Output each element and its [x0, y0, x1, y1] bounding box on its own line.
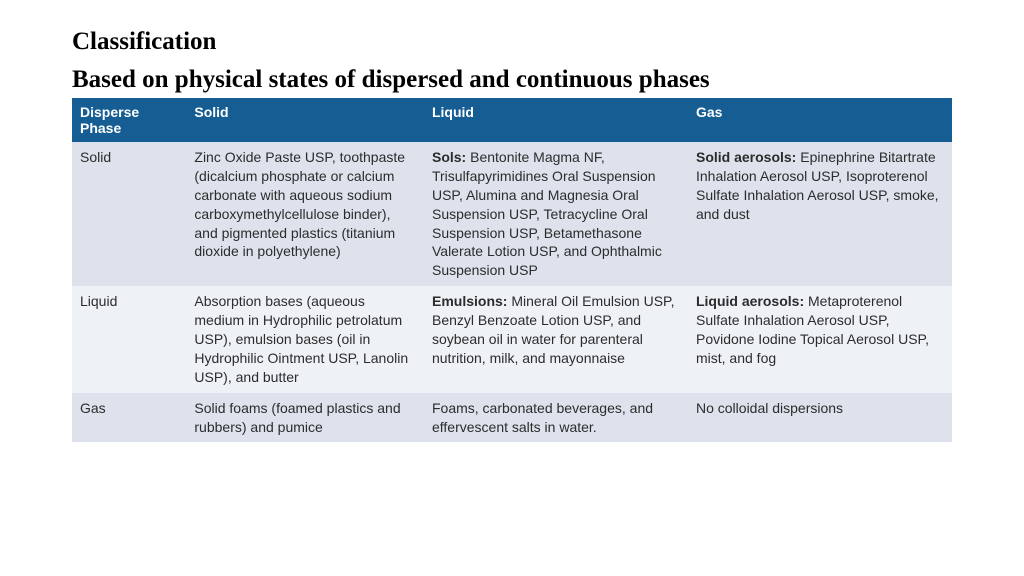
cell-text: Zinc Oxide Paste USP, toothpaste (dicalc…	[194, 149, 405, 259]
classification-table: Disperse Phase Solid Liquid Gas Solid Zi…	[72, 98, 952, 442]
cell: Foams, carbonated beverages, and efferve…	[424, 393, 688, 443]
row-label: Solid	[72, 142, 186, 286]
cell-text: Absorption bases (aqueous medium in Hydr…	[194, 293, 408, 385]
column-header: Solid	[186, 98, 424, 142]
cell: Emulsions: Mineral Oil Emulsion USP, Ben…	[424, 286, 688, 392]
column-header: Disperse Phase	[72, 98, 186, 142]
table-row: Solid Zinc Oxide Paste USP, toothpaste (…	[72, 142, 952, 286]
table-header-row: Disperse Phase Solid Liquid Gas	[72, 98, 952, 142]
table-row: Liquid Absorption bases (aqueous medium …	[72, 286, 952, 392]
row-label: Liquid	[72, 286, 186, 392]
cell-bold: Sols:	[432, 149, 466, 165]
cell-bold: Emulsions:	[432, 293, 507, 309]
page-title: Classification	[72, 28, 952, 56]
cell-text: Bentonite Magma NF, Trisulfapyrimidines …	[432, 149, 662, 278]
cell: No colloidal dispersions	[688, 393, 952, 443]
cell: Sols: Bentonite Magma NF, Trisulfapyrimi…	[424, 142, 688, 286]
cell-text: Foams, carbonated beverages, and efferve…	[432, 400, 653, 435]
table-row: Gas Solid foams (foamed plastics and rub…	[72, 393, 952, 443]
cell: Zinc Oxide Paste USP, toothpaste (dicalc…	[186, 142, 424, 286]
cell: Solid aerosols: Epinephrine Bitartrate I…	[688, 142, 952, 286]
cell-text: Solid foams (foamed plastics and rubbers…	[194, 400, 400, 435]
cell: Absorption bases (aqueous medium in Hydr…	[186, 286, 424, 392]
cell-bold: Solid aerosols:	[696, 149, 796, 165]
column-header: Gas	[688, 98, 952, 142]
cell-bold: Liquid aerosols:	[696, 293, 804, 309]
cell-text: No colloidal dispersions	[696, 400, 843, 416]
column-header: Liquid	[424, 98, 688, 142]
cell: Solid foams (foamed plastics and rubbers…	[186, 393, 424, 443]
cell: Liquid aerosols: Metaproterenol Sulfate …	[688, 286, 952, 392]
page-subtitle: Based on physical states of dispersed an…	[72, 66, 952, 94]
row-label: Gas	[72, 393, 186, 443]
